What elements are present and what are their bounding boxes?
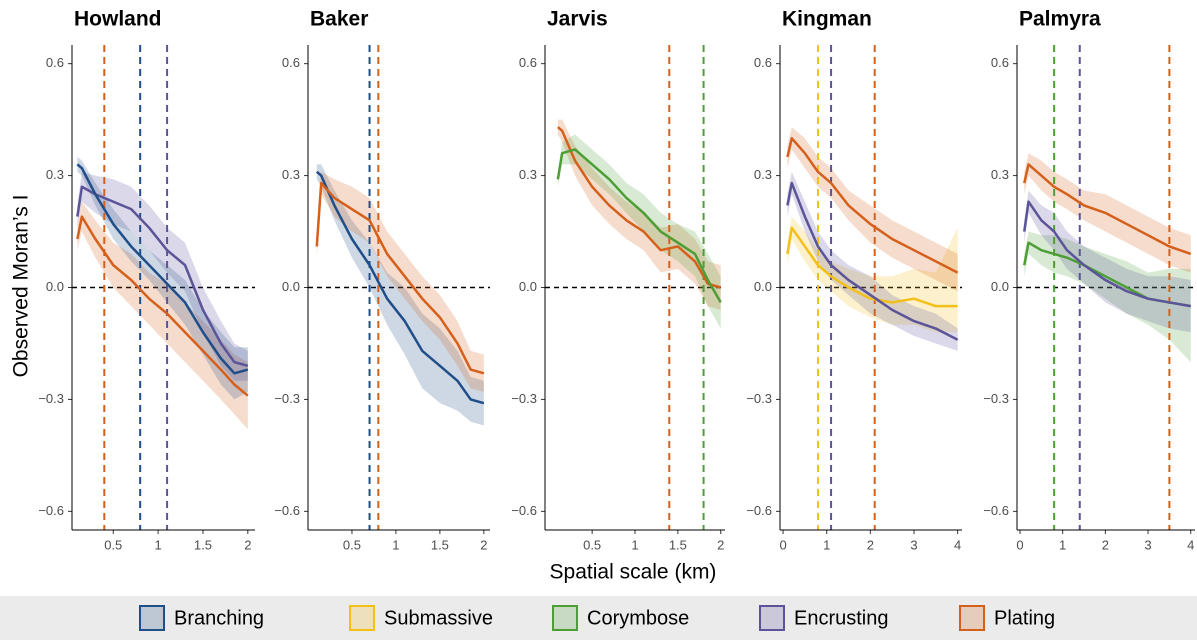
x-tick-label: 2 [717, 537, 724, 552]
y-tick-label: 0.3 [754, 167, 772, 182]
x-tick-label: 0 [779, 537, 786, 552]
panel-title: Howland [74, 8, 162, 31]
panel-title: Kingman [782, 8, 872, 31]
series-line [557, 126, 722, 289]
y-tick-label: −0.6 [983, 503, 1009, 518]
panel-title: Palmyra [1019, 8, 1101, 31]
ci-band [787, 171, 958, 351]
x-tick-label: 0.5 [104, 537, 122, 552]
y-tick-label: 0.6 [754, 55, 772, 70]
x-tick-label: 1 [1059, 537, 1066, 552]
x-tick-label: 1 [631, 537, 638, 552]
legend-label: Branching [174, 607, 264, 629]
x-tick-label: 1 [392, 537, 399, 552]
x-tick-label: 4 [954, 537, 961, 552]
legend-background [0, 596, 1197, 640]
y-tick-label: −0.6 [746, 503, 772, 518]
x-tick-label: 0.5 [583, 537, 601, 552]
ci-band [316, 164, 484, 426]
x-tick-label: 1.5 [669, 537, 687, 552]
y-tick-label: 0.3 [282, 167, 300, 182]
y-tick-label: 0.3 [519, 167, 537, 182]
x-tick-label: 3 [910, 537, 917, 552]
panel-title: Baker [310, 8, 368, 31]
y-tick-label: 0.0 [519, 279, 537, 294]
ci-band [557, 134, 721, 329]
x-tick-label: 0.5 [343, 537, 361, 552]
y-tick-label: 0.0 [46, 279, 64, 294]
x-tick-label: 1.5 [431, 537, 449, 552]
y-tick-label: 0.3 [991, 167, 1009, 182]
x-axis-title: Spatial scale (km) [550, 561, 717, 584]
ci-band [77, 201, 248, 430]
ci-band [557, 119, 721, 310]
x-tick-label: 2 [867, 537, 874, 552]
y-tick-label: −0.6 [511, 503, 537, 518]
series-line [76, 185, 249, 368]
panel-title: Jarvis [547, 8, 608, 31]
series-line [76, 215, 249, 397]
ci-band [316, 171, 484, 392]
ci-band [1024, 231, 1191, 363]
x-tick-label: 4 [1187, 537, 1194, 552]
y-tick-label: −0.3 [511, 391, 537, 406]
legend-swatch [959, 605, 985, 631]
y-axis-title: Observed Moran’s I [10, 195, 33, 378]
ci-band [77, 171, 248, 381]
x-tick-label: 0 [1016, 537, 1023, 552]
legend-swatch [139, 605, 165, 631]
y-tick-label: 0.0 [754, 279, 772, 294]
legend-swatch [552, 605, 578, 631]
y-tick-label: 0.6 [991, 55, 1009, 70]
legend-label: Encrusting [794, 607, 889, 629]
y-tick-label: −0.6 [274, 503, 300, 518]
y-tick-label: −0.6 [38, 503, 64, 518]
legend-label: Plating [994, 607, 1055, 629]
series-line [1023, 163, 1192, 256]
series-line [315, 181, 485, 375]
x-tick-label: 1 [155, 537, 162, 552]
legend-label: Submassive [384, 607, 493, 629]
x-tick-label: 2 [244, 537, 251, 552]
y-tick-label: 0.6 [46, 55, 64, 70]
legend-swatch [349, 605, 375, 631]
series-line [786, 226, 958, 308]
x-tick-label: 2 [1102, 537, 1109, 552]
y-tick-label: 0.0 [991, 279, 1009, 294]
series-line [786, 181, 959, 341]
ci-band [787, 216, 958, 333]
x-tick-label: 1.5 [194, 537, 212, 552]
y-tick-label: 0.6 [519, 55, 537, 70]
x-tick-label: 3 [1144, 537, 1151, 552]
series-line [556, 148, 722, 304]
y-tick-label: 0.6 [282, 55, 300, 70]
series-line [786, 137, 959, 274]
series-line [1023, 200, 1191, 308]
ci-band [1024, 190, 1191, 333]
legend-swatch [759, 605, 785, 631]
y-tick-label: 0.0 [282, 279, 300, 294]
x-tick-label: 2 [480, 537, 487, 552]
series-line [76, 163, 249, 375]
series-line [315, 170, 485, 405]
y-tick-label: −0.3 [38, 391, 64, 406]
y-tick-label: −0.3 [274, 391, 300, 406]
y-tick-label: −0.3 [983, 391, 1009, 406]
legend-label: Corymbose [587, 607, 689, 629]
y-tick-label: 0.3 [46, 167, 64, 182]
x-tick-label: 1 [823, 537, 830, 552]
y-tick-label: −0.3 [746, 391, 772, 406]
